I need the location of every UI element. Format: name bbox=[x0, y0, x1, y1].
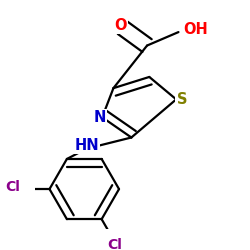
Text: HN: HN bbox=[74, 138, 99, 153]
Text: S: S bbox=[176, 92, 187, 107]
Text: OH: OH bbox=[183, 22, 208, 37]
Text: Cl: Cl bbox=[108, 238, 122, 250]
Text: Cl: Cl bbox=[6, 180, 20, 194]
Text: O: O bbox=[114, 18, 126, 33]
Text: N: N bbox=[94, 110, 106, 125]
